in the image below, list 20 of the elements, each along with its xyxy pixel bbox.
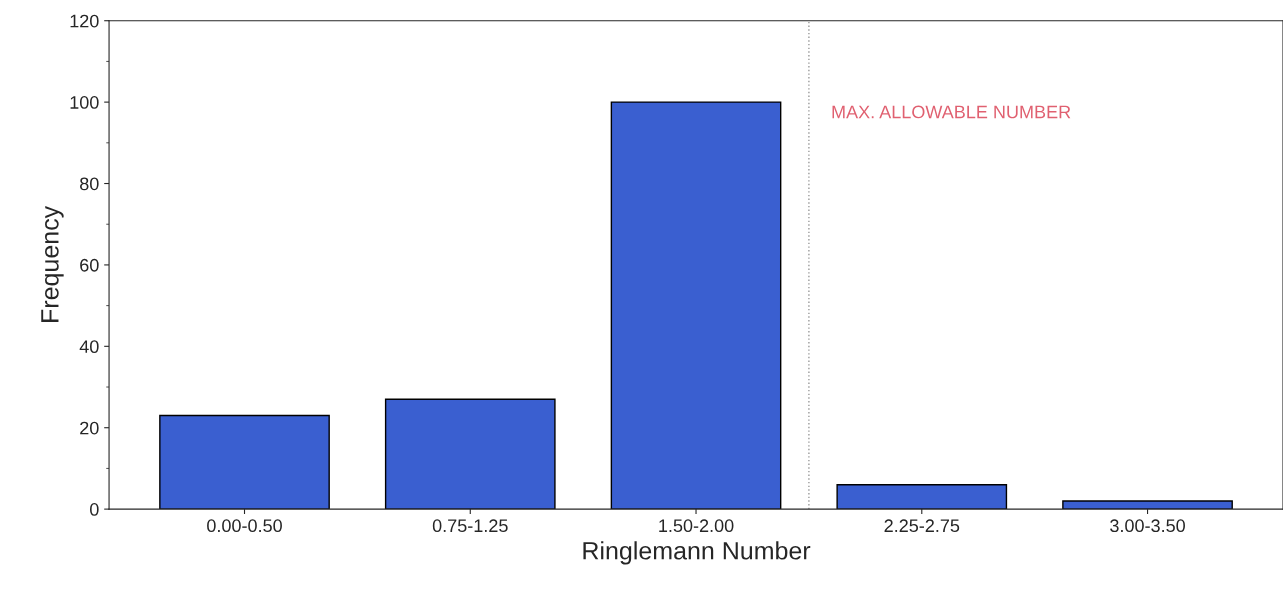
- y-tick-label: 80: [80, 177, 99, 191]
- bar: [1062, 500, 1233, 510]
- y-tick-label: 100: [70, 96, 99, 109]
- x-tick-label: 3.00-3.50: [1110, 519, 1185, 533]
- annotation: MAX. ALLOWABLE NUMBER: [832, 105, 1071, 119]
- bar: [384, 398, 556, 510]
- y-tick-label: 0: [90, 503, 99, 516]
- x-tick-label: 2.25-2.75: [884, 519, 960, 533]
- x-tick-label: 1.50-2.00: [659, 519, 734, 533]
- bar: [610, 101, 782, 510]
- y-tick-label: 60: [80, 258, 99, 272]
- y-tick-label: 40: [79, 340, 99, 354]
- bar: [159, 414, 330, 510]
- x-tick-label: 0.00-0.50: [207, 519, 282, 533]
- x-tick-label: 0.75-1.25: [432, 519, 508, 533]
- y-tick-label: 120: [70, 14, 99, 28]
- y-axis-title: Frequency: [41, 205, 64, 322]
- y-tick-label: 20: [80, 421, 99, 435]
- bar: [836, 484, 1008, 510]
- x-axis-title: Ringlemann Number: [583, 541, 811, 565]
